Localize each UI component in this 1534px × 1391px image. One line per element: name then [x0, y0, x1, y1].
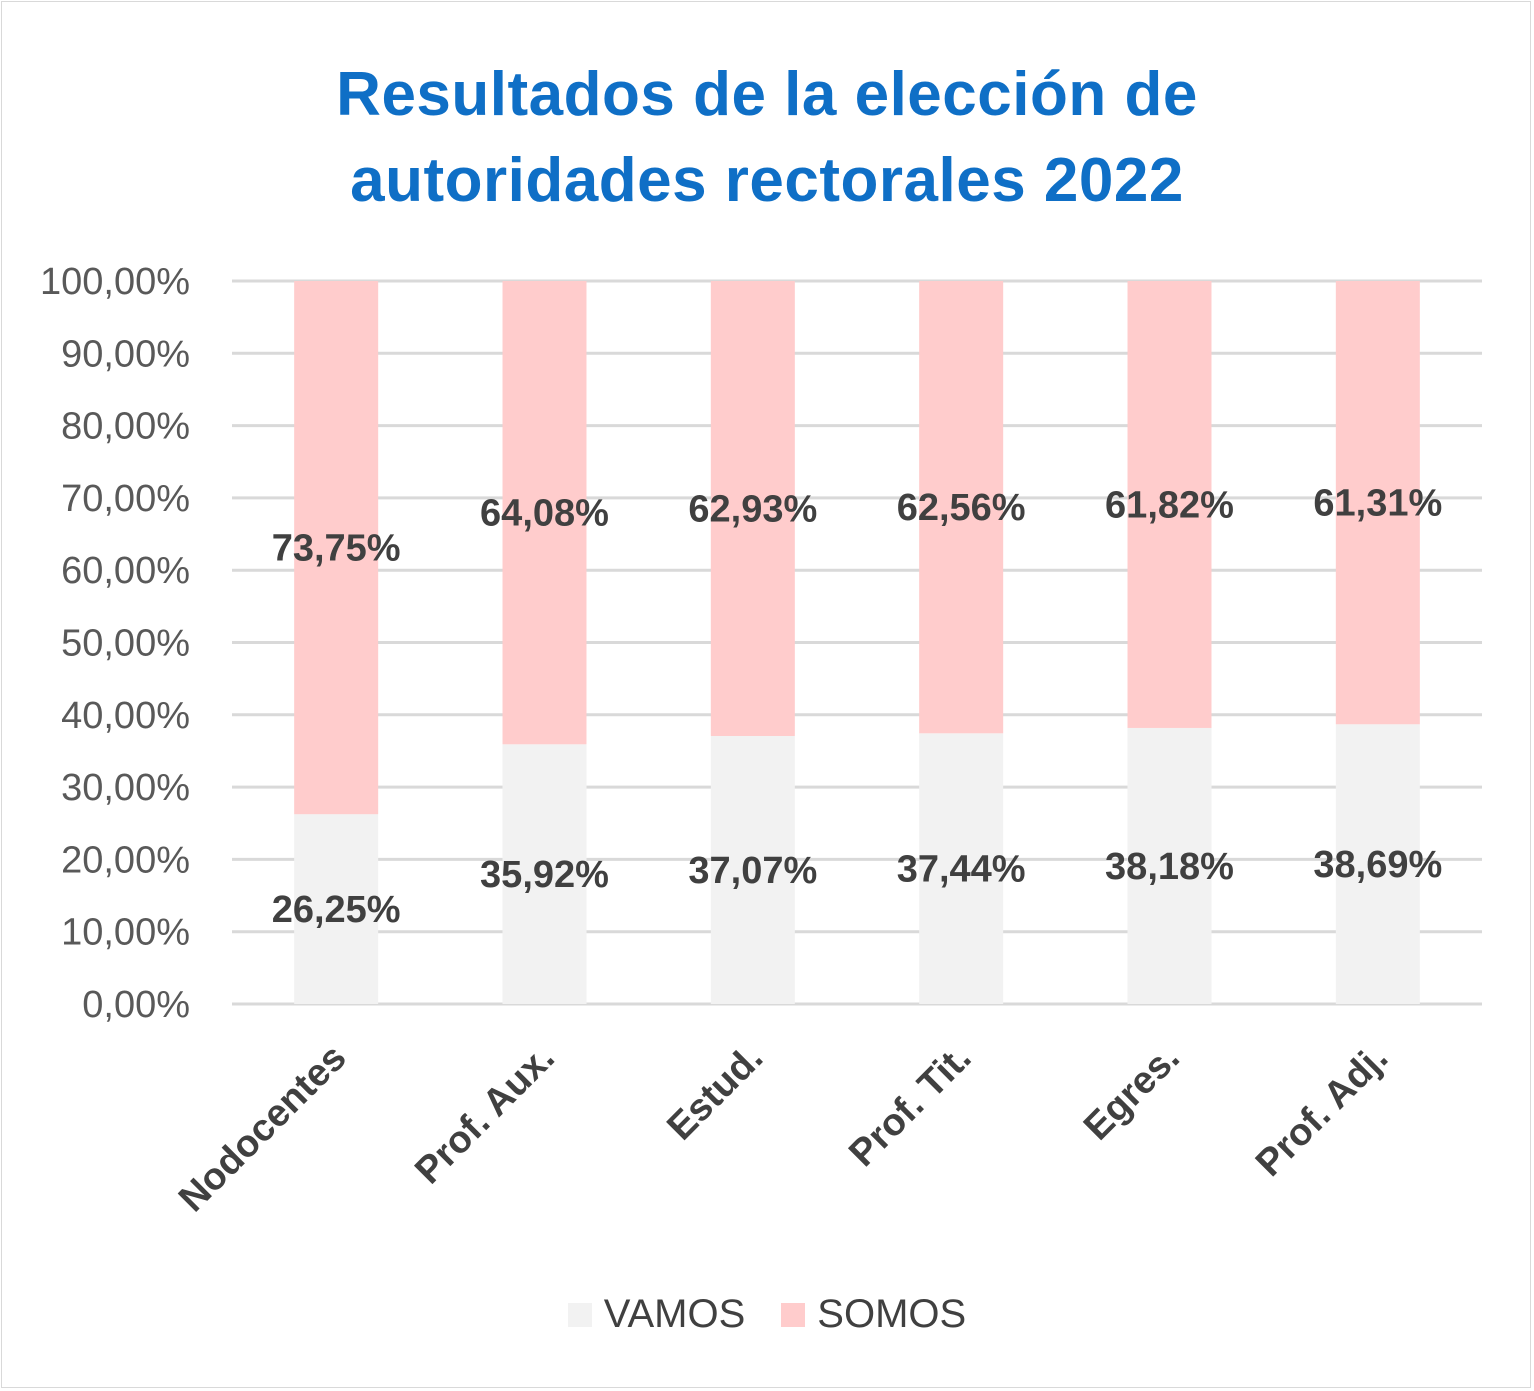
data-label: 38,18% [1105, 846, 1234, 888]
x-tick-label: Prof. Adj. [1248, 1037, 1396, 1185]
data-label: 61,31% [1313, 483, 1442, 525]
bar-somos [710, 281, 795, 736]
bar-vamos [1335, 724, 1420, 1004]
y-tick-label: 40,00% [61, 695, 190, 737]
bar-somos [502, 281, 587, 745]
data-label: 35,92% [480, 854, 609, 896]
x-tick-label: Prof. Aux. [407, 1037, 563, 1193]
y-tick-label: 90,00% [61, 333, 190, 375]
bar-vamos [710, 735, 795, 1004]
y-tick-label: 80,00% [61, 406, 190, 448]
bar-vamos [919, 733, 1004, 1004]
y-tick-label: 10,00% [61, 912, 190, 954]
y-tick-label: 60,00% [61, 550, 190, 592]
legend-swatch-vamos [567, 1302, 592, 1327]
y-tick-label: 0,00% [82, 984, 190, 1026]
x-tick-label: Estud. [659, 1037, 771, 1149]
y-tick-label: 20,00% [61, 839, 190, 881]
bar-somos [294, 281, 379, 815]
legend-item-somos: SOMOS [781, 1292, 966, 1337]
data-label: 38,69% [1313, 844, 1442, 886]
bar-vamos [1127, 727, 1212, 1004]
y-tick-label: 100,00% [40, 261, 190, 303]
y-tick-label: 50,00% [61, 623, 190, 665]
x-tick-label: Egres. [1076, 1037, 1188, 1149]
legend-item-vamos: VAMOS [567, 1292, 746, 1337]
legend: VAMOS SOMOS [0, 1292, 1534, 1337]
legend-label-vamos: VAMOS [603, 1292, 746, 1336]
x-tick-label: Nodocentes [171, 1037, 354, 1220]
bar-somos [919, 281, 1004, 734]
chart-title-line-2: autoridades rectorales 2022 [350, 145, 1184, 215]
bar-vamos [294, 814, 379, 1004]
bar-somos [1127, 281, 1212, 728]
data-label: 37,44% [897, 849, 1026, 891]
legend-label-somos: SOMOS [817, 1292, 967, 1336]
x-tick-label: Prof. Tit. [841, 1037, 979, 1175]
bar-vamos [502, 744, 587, 1004]
bar-somos [1335, 281, 1420, 725]
data-label: 26,25% [272, 889, 401, 931]
chart-title: Resultados de la elección de autoridades… [0, 52, 1534, 223]
y-tick-label: 70,00% [61, 478, 190, 520]
legend-swatch-somos [781, 1302, 806, 1327]
data-label: 73,75% [272, 528, 401, 570]
data-label: 62,56% [897, 487, 1026, 529]
data-label: 62,93% [688, 488, 817, 530]
y-tick-label: 30,00% [61, 767, 190, 809]
data-label: 61,82% [1105, 484, 1234, 526]
data-label: 37,07% [688, 850, 817, 892]
data-label: 64,08% [480, 493, 609, 535]
chart-title-line-1: Resultados de la elección de [336, 60, 1198, 129]
